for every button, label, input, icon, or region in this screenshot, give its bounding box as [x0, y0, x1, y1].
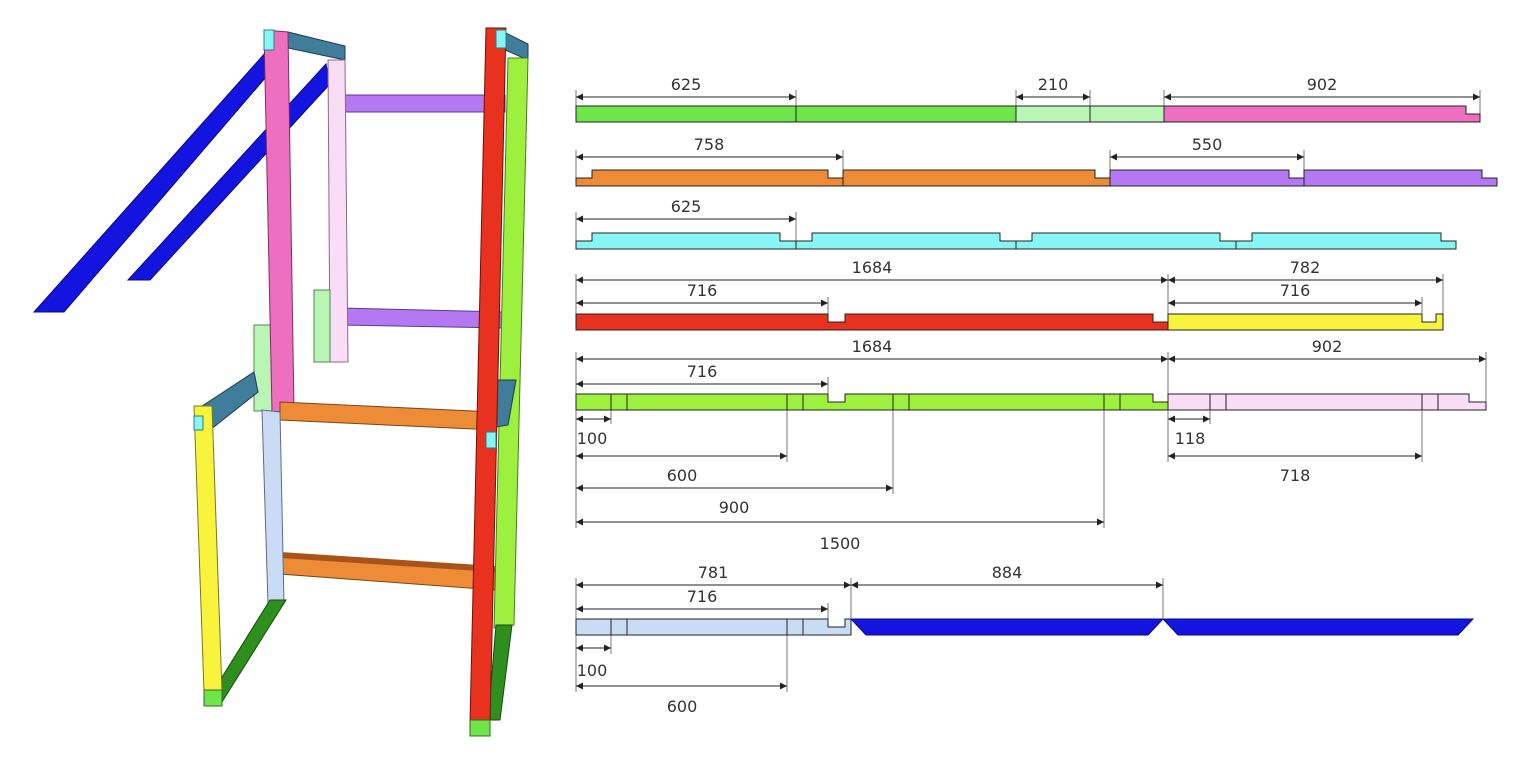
- dark-green-rail: [213, 599, 287, 703]
- dim-row6-716: 716: [687, 587, 718, 606]
- light-pink-post: [327, 59, 349, 363]
- light-blue-post: [261, 409, 285, 605]
- dim-row2-550: 550: [1192, 135, 1223, 154]
- dim-row6-600: 600: [667, 697, 698, 716]
- red-post-mid-cap: [485, 431, 497, 449]
- dim-row5-118: 118: [1175, 429, 1206, 448]
- dim-row5-600: 600: [667, 466, 698, 485]
- lime-post: [493, 57, 529, 629]
- top-connector-back: [287, 31, 346, 61]
- row-4: 1684 716 782 716: [575, 258, 1444, 331]
- dark-green-rail-right: [487, 624, 513, 721]
- dim-row2-758: 758: [694, 135, 725, 154]
- dim-row5-1500: 1500: [820, 534, 861, 553]
- dim-row6-781: 781: [698, 563, 729, 582]
- bar-red: [575, 313, 1169, 331]
- light-green-block-2: [253, 324, 273, 412]
- row-2: 758 550: [575, 135, 1498, 187]
- dim-row5-718: 718: [1280, 466, 1311, 485]
- dim-row6-884: 884: [992, 563, 1023, 582]
- row-5: 1684 716 902 100 118 600 718 900: [575, 337, 1487, 553]
- dim-row5-716: 716: [687, 362, 718, 381]
- dim-row1-902: 902: [1307, 75, 1338, 94]
- dim-row4-716b: 716: [1280, 281, 1311, 300]
- row-1: 625 210 902: [575, 75, 1481, 123]
- bar-blue-1: [849, 618, 1165, 636]
- bar-lime: [575, 393, 1169, 411]
- bar-pink: [1163, 105, 1481, 123]
- row-3: 625: [575, 197, 1457, 250]
- orange-rung-lower-top: [280, 552, 495, 572]
- dim-row5-900: 900: [719, 498, 750, 517]
- dim-row1-210: 210: [1038, 75, 1069, 94]
- orange-rung-upper: [279, 401, 496, 431]
- bar-yellow: [1167, 313, 1444, 331]
- light-green-block-1: [313, 289, 331, 363]
- pink-post-cap: [263, 29, 275, 51]
- bar-blue-2: [1161, 618, 1475, 636]
- dim-row4-716: 716: [687, 281, 718, 300]
- dim-row5-100: 100: [577, 429, 608, 448]
- dim-row4-782: 782: [1290, 258, 1321, 277]
- purple-rail-upper: [339, 94, 506, 113]
- dim-row4-1684: 1684: [852, 258, 893, 277]
- dim-row5-1684: 1684: [852, 337, 893, 356]
- red-post-cap: [495, 29, 507, 49]
- dim-row6-100: 100: [577, 661, 608, 680]
- cut-list: 625 210 902 758 550: [575, 75, 1498, 716]
- dim-row1-625: 625: [671, 75, 702, 94]
- yellow-post-foot: [203, 689, 223, 707]
- bar-light-blue: [575, 618, 852, 636]
- red-post-foot: [469, 719, 491, 737]
- frame-3d-view: [32, 27, 529, 737]
- yellow-post-cap: [193, 415, 204, 431]
- dim-row3-625: 625: [671, 197, 702, 216]
- row-6: 781 884 716 100 600: [575, 563, 1475, 716]
- dim-row5-902: 902: [1312, 337, 1343, 356]
- yellow-post: [193, 405, 223, 693]
